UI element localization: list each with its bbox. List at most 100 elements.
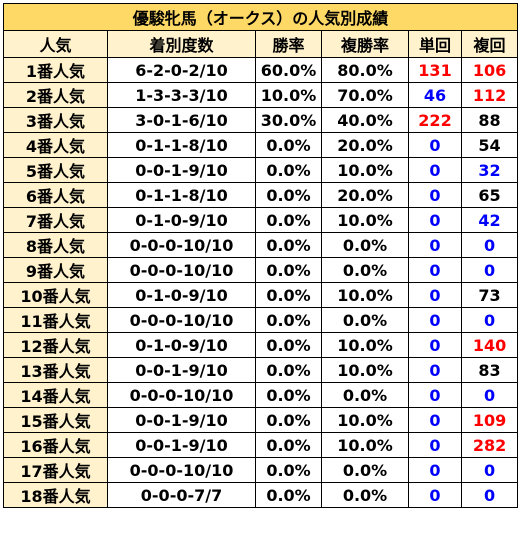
popularity-stats-table: 優駿牝馬（オークス）の人気別成績 人気 着別度数 勝率 複勝率 単回 複回 1番… xyxy=(2,3,519,508)
place-rate-cell: 10.0% xyxy=(321,157,409,183)
win-return-cell: 46 xyxy=(408,82,462,108)
win-rate-cell: 60.0% xyxy=(255,57,322,83)
record-cell: 0-0-0-10/10 xyxy=(107,257,256,283)
record-cell: 0-1-0-9/10 xyxy=(107,332,256,358)
table-row: 1番人気 6-2-0-2/10 60.0% 80.0% 131 106 xyxy=(3,57,519,83)
place-return-cell: 0 xyxy=(460,232,519,258)
place-rate-cell: 10.0% xyxy=(321,407,409,433)
win-rate-cell: 0.0% xyxy=(255,207,322,233)
place-return-cell: 0 xyxy=(460,482,519,508)
place-return-cell: 0 xyxy=(460,382,519,408)
record-cell: 0-0-0-10/10 xyxy=(107,382,256,408)
win-rate-cell: 0.0% xyxy=(255,157,322,183)
table-row: 4番人気 0-1-1-8/10 0.0% 20.0% 0 54 xyxy=(3,132,519,158)
popularity-cell: 1番人気 xyxy=(3,57,108,83)
table-body: 1番人気 6-2-0-2/10 60.0% 80.0% 131 106 2番人気 1-3-3-… xyxy=(3,57,519,508)
win-return-cell: 0 xyxy=(408,132,462,158)
place-rate-cell: 0.0% xyxy=(321,232,409,258)
header-place-rate: 複勝率 xyxy=(321,30,409,58)
table-row: 2番人気 1-3-3-3/10 10.0% 70.0% 46 112 xyxy=(3,82,519,108)
popularity-cell: 4番人気 xyxy=(3,132,108,158)
table-row: 15番人気 0-0-1-9/10 0.0% 10.0% 0 109 xyxy=(3,407,519,433)
win-return-cell: 0 xyxy=(408,357,462,383)
place-return-cell: 0 xyxy=(460,257,519,283)
place-return-cell: 112 xyxy=(460,82,519,108)
place-rate-cell: 10.0% xyxy=(321,282,409,308)
place-return-cell: 54 xyxy=(460,132,519,158)
record-cell: 0-0-0-10/10 xyxy=(107,457,256,483)
place-rate-cell: 10.0% xyxy=(321,207,409,233)
win-rate-cell: 0.0% xyxy=(255,407,322,433)
place-rate-cell: 10.0% xyxy=(321,357,409,383)
table-row: 8番人気 0-0-0-10/10 0.0% 0.0% 0 0 xyxy=(3,232,519,258)
popularity-cell: 9番人気 xyxy=(3,257,108,283)
record-cell: 0-1-1-8/10 xyxy=(107,132,256,158)
table-row: 5番人気 0-0-1-9/10 0.0% 10.0% 0 32 xyxy=(3,157,519,183)
place-rate-cell: 0.0% xyxy=(321,382,409,408)
popularity-cell: 15番人気 xyxy=(3,407,108,433)
place-rate-cell: 40.0% xyxy=(321,107,409,133)
table-row: 10番人気 0-1-0-9/10 0.0% 10.0% 0 73 xyxy=(3,282,519,308)
win-return-cell: 0 xyxy=(408,282,462,308)
place-return-cell: 32 xyxy=(460,157,519,183)
popularity-cell: 17番人気 xyxy=(3,457,108,483)
place-rate-cell: 10.0% xyxy=(321,432,409,458)
place-rate-cell: 20.0% xyxy=(321,132,409,158)
table-row: 9番人気 0-0-0-10/10 0.0% 0.0% 0 0 xyxy=(3,257,519,283)
record-cell: 0-0-1-9/10 xyxy=(107,407,256,433)
table-row: 11番人気 0-0-0-10/10 0.0% 0.0% 0 0 xyxy=(3,307,519,333)
table-row: 7番人気 0-1-0-9/10 0.0% 10.0% 0 42 xyxy=(3,207,519,233)
place-return-cell: 109 xyxy=(460,407,519,433)
win-rate-cell: 0.0% xyxy=(255,132,322,158)
popularity-cell: 5番人気 xyxy=(3,157,108,183)
win-return-cell: 0 xyxy=(408,307,462,333)
win-rate-cell: 0.0% xyxy=(255,282,322,308)
win-return-cell: 0 xyxy=(408,482,462,508)
win-return-cell: 0 xyxy=(408,432,462,458)
win-rate-cell: 0.0% xyxy=(255,232,322,258)
win-rate-cell: 0.0% xyxy=(255,457,322,483)
record-cell: 6-2-0-2/10 xyxy=(107,57,256,83)
place-return-cell: 83 xyxy=(460,357,519,383)
place-rate-cell: 0.0% xyxy=(321,307,409,333)
place-rate-cell: 70.0% xyxy=(321,82,409,108)
place-return-cell: 282 xyxy=(460,432,519,458)
record-cell: 0-0-1-9/10 xyxy=(107,432,256,458)
popularity-cell: 10番人気 xyxy=(3,282,108,308)
win-rate-cell: 0.0% xyxy=(255,182,322,208)
record-cell: 0-0-1-9/10 xyxy=(107,157,256,183)
win-rate-cell: 0.0% xyxy=(255,307,322,333)
place-return-cell: 0 xyxy=(460,307,519,333)
place-rate-cell: 20.0% xyxy=(321,182,409,208)
place-return-cell: 106 xyxy=(460,57,519,83)
table-row: 6番人気 0-1-1-8/10 0.0% 20.0% 0 65 xyxy=(3,182,519,208)
win-rate-cell: 30.0% xyxy=(255,107,322,133)
table-title: 優駿牝馬（オークス）の人気別成績 xyxy=(2,3,519,31)
win-rate-cell: 0.0% xyxy=(255,257,322,283)
record-cell: 1-3-3-3/10 xyxy=(107,82,256,108)
header-win-rate: 勝率 xyxy=(255,30,322,58)
win-rate-cell: 0.0% xyxy=(255,482,322,508)
table-row: 3番人気 3-0-1-6/10 30.0% 40.0% 222 88 xyxy=(3,107,519,133)
place-return-cell: 0 xyxy=(460,457,519,483)
record-cell: 0-0-0-10/10 xyxy=(107,232,256,258)
place-rate-cell: 0.0% xyxy=(321,257,409,283)
table-row: 16番人気 0-0-1-9/10 0.0% 10.0% 0 282 xyxy=(3,432,519,458)
table-row: 18番人気 0-0-0-7/7 0.0% 0.0% 0 0 xyxy=(3,482,519,508)
popularity-cell: 11番人気 xyxy=(3,307,108,333)
win-return-cell: 0 xyxy=(408,457,462,483)
popularity-cell: 3番人気 xyxy=(3,107,108,133)
place-return-cell: 42 xyxy=(460,207,519,233)
popularity-cell: 13番人気 xyxy=(3,357,108,383)
win-return-cell: 0 xyxy=(408,407,462,433)
header-win-return: 単回 xyxy=(408,30,462,58)
win-return-cell: 0 xyxy=(408,382,462,408)
record-cell: 0-1-0-9/10 xyxy=(107,207,256,233)
place-rate-cell: 0.0% xyxy=(321,482,409,508)
record-cell: 3-0-1-6/10 xyxy=(107,107,256,133)
win-return-cell: 0 xyxy=(408,207,462,233)
place-rate-cell: 0.0% xyxy=(321,457,409,483)
header-place-return: 複回 xyxy=(460,30,519,58)
stats-table-container: 優駿牝馬（オークス）の人気別成績 人気 着別度数 勝率 複勝率 単回 複回 1番… xyxy=(2,3,519,508)
table-row: 17番人気 0-0-0-10/10 0.0% 0.0% 0 0 xyxy=(3,457,519,483)
